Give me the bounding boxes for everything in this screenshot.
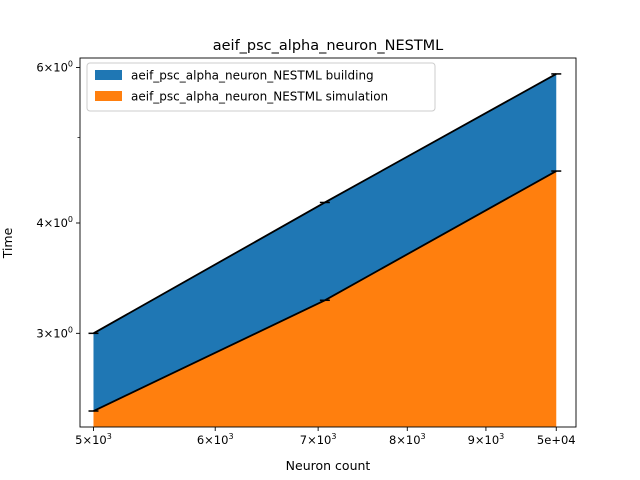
y-tick-label: 4×100 [36,215,73,230]
legend-swatch [95,70,122,80]
legend-swatch [95,91,122,101]
simulation-area [93,171,557,427]
chart-title: aeif_psc_alpha_neuron_NESTML [213,38,444,54]
y-axis: 3×100 4×100 6×100 [36,59,80,340]
legend-box [86,62,436,112]
y-tick-label: 6×100 [36,59,73,74]
x-tick-label: 5e+04 [537,433,576,447]
x-tick-label: 7×103 [300,432,337,447]
building-area [93,73,557,412]
x-tick-label: 5×103 [75,432,112,447]
x-axis: 5×103 6×103 7×103 8×103 9×103 5e+04 [75,427,576,447]
y-tick-label: 3×100 [36,325,73,340]
x-tick-label: 9×103 [468,432,505,447]
x-tick-label: 8×103 [389,432,426,447]
y-axis-label: Time [0,227,15,259]
legend-label: aeif_psc_alpha_neuron_NESTML building [131,69,374,83]
legend: aeif_psc_alpha_neuron_NESTML building aei… [86,62,436,112]
plot-area [79,57,577,428]
axes-frame [79,57,577,428]
x-tick-label: 6×103 [197,432,234,447]
x-axis-label: Neuron count [286,458,371,473]
legend-label: aeif_psc_alpha_neuron_NESTML simulation [131,90,388,104]
